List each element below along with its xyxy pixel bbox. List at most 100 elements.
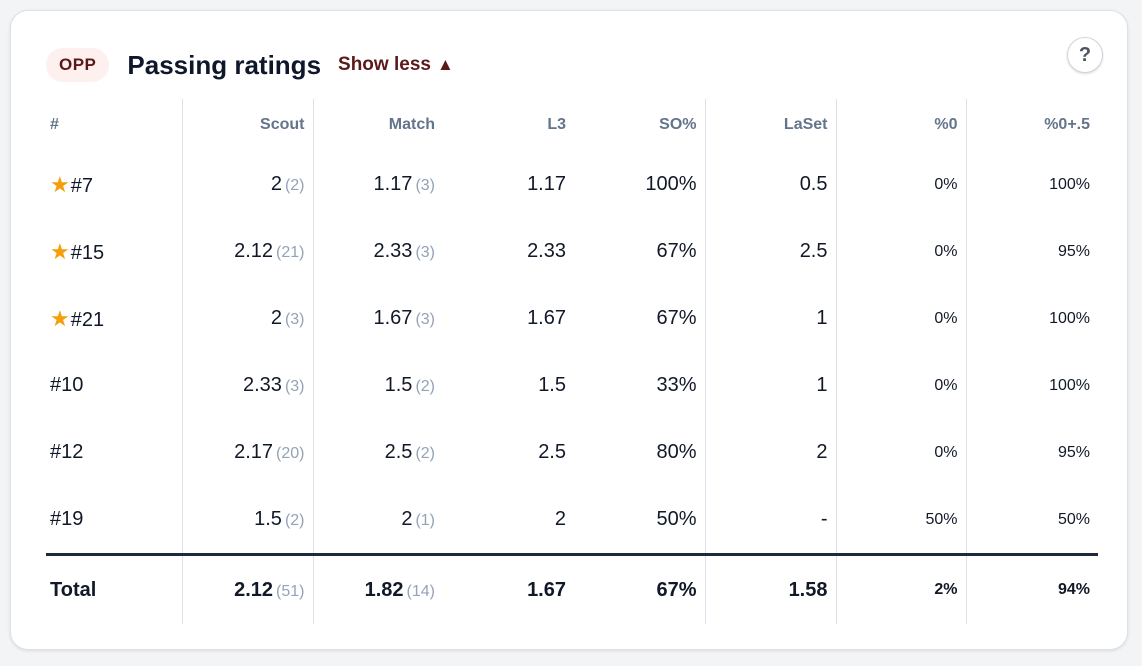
match-count: (3): [415, 244, 435, 261]
player-cell: ★#7: [46, 151, 182, 218]
table-header-row: # Scout Match L3 SO% LaSet %0 %0+.5: [46, 99, 1098, 151]
match-value: 2.33: [373, 240, 413, 262]
match-count: (3): [415, 311, 435, 328]
match-count: (2): [415, 378, 435, 395]
total-scout-value: 2.12: [234, 578, 274, 601]
table-row: ★#21 2 (3) 1.67 (3) 1.67 67% 1 0% 100%: [46, 285, 1098, 352]
player-number: #21: [70, 308, 105, 331]
laset-cell: -: [704, 486, 836, 555]
scout-cell: 2 (2): [181, 151, 313, 218]
so-cell: 67%: [656, 307, 697, 329]
player-cell: ★#21: [46, 285, 182, 352]
l3-cell: 1.5: [538, 374, 566, 396]
table-row: #12 2.17 (20) 2.5 (2) 2.5 80% 2 0% 95%: [46, 419, 1098, 486]
scout-count: (21): [276, 244, 305, 261]
total-scout-cell: 2.12 (51): [181, 553, 313, 624]
p05-cell: 95%: [965, 218, 1098, 285]
total-p0-cell: 2%: [835, 553, 966, 624]
show-less-toggle[interactable]: Show less ▲: [338, 54, 454, 76]
scout-value: 1.5: [254, 508, 282, 530]
show-less-label: Show less: [338, 54, 431, 75]
opp-badge: OPP: [46, 48, 110, 82]
p05-cell: 100%: [965, 285, 1098, 352]
total-p05-cell: 94%: [965, 553, 1098, 624]
match-count: (3): [415, 177, 435, 194]
scout-cell: 2.12 (21): [181, 218, 313, 285]
so-cell: 50%: [656, 508, 697, 530]
scout-value: 2: [270, 173, 282, 195]
star-icon: ★: [50, 238, 70, 264]
scout-cell: 2.17 (20): [181, 419, 313, 486]
l3-cell: 1.17: [527, 173, 566, 195]
star-icon: ★: [50, 305, 70, 331]
scout-count: (20): [276, 445, 305, 462]
scout-cell: 2.33 (3): [181, 352, 313, 419]
total-match-count: (14): [406, 582, 435, 600]
laset-cell: 1: [704, 352, 836, 419]
scout-count: (2): [284, 177, 305, 194]
p0-cell: 0%: [835, 285, 966, 352]
laset-cell: 0.5: [704, 151, 836, 218]
match-cell: 1.17 (3): [312, 151, 443, 218]
column-header-number[interactable]: #: [50, 116, 59, 133]
card-header: OPP Passing ratings Show less ▲: [46, 47, 454, 83]
match-cell: 2.33 (3): [312, 218, 443, 285]
column-header-p05[interactable]: %0+.5: [965, 99, 1098, 151]
so-cell: 80%: [656, 441, 697, 463]
total-row: Total 2.12 (51) 1.82 (14) 1.67 67% 1.58 2%…: [46, 553, 1098, 624]
scout-value: 2.17: [234, 441, 274, 463]
match-value: 2.5: [384, 441, 413, 463]
match-cell: 1.67 (3): [312, 285, 443, 352]
l3-cell: 2.33: [527, 240, 566, 262]
match-value: 1.5: [384, 374, 413, 396]
l3-cell: 2.5: [538, 441, 566, 463]
total-match-value: 1.82: [364, 578, 404, 601]
column-header-l3[interactable]: L3: [547, 116, 566, 133]
table-row: ★#15 2.12 (21) 2.33 (3) 2.33 67% 2.5 0% 95…: [46, 218, 1098, 285]
table-row: #19 1.5 (2) 2 (1) 2 50% - 50% 50%: [46, 486, 1098, 555]
passing-ratings-card: OPP Passing ratings Show less ▲ ? # Scou…: [10, 10, 1128, 650]
p05-cell: 100%: [965, 151, 1098, 218]
column-header-laset[interactable]: LaSet: [704, 99, 836, 151]
match-count: (1): [415, 512, 435, 529]
scout-cell: 1.5 (2): [181, 486, 313, 555]
match-count: (2): [415, 445, 435, 462]
p05-cell: 100%: [965, 352, 1098, 419]
match-value: 2: [401, 508, 413, 530]
player-number: #7: [70, 174, 93, 197]
player-cell: #12: [50, 441, 84, 463]
laset-cell: 2: [704, 419, 836, 486]
scout-value: 2.33: [243, 374, 282, 396]
p0-cell: 0%: [835, 419, 966, 486]
l3-cell: 1.67: [527, 307, 566, 329]
so-cell: 100%: [645, 173, 697, 195]
player-cell: #10: [50, 374, 84, 396]
laset-cell: 1: [704, 285, 836, 352]
l3-cell: 2: [554, 508, 566, 530]
scout-value: 2: [270, 307, 282, 329]
star-icon: ★: [50, 171, 70, 197]
column-header-so[interactable]: SO%: [659, 116, 697, 133]
ratings-table: # Scout Match L3 SO% LaSet %0 %0+.5 ★#7 …: [46, 99, 1098, 624]
player-number: #15: [70, 241, 105, 264]
help-button[interactable]: ?: [1067, 37, 1103, 73]
so-cell: 33%: [656, 374, 697, 396]
player-cell: #19: [50, 508, 84, 530]
p0-cell: 0%: [835, 218, 966, 285]
scout-cell: 2 (3): [181, 285, 313, 352]
column-header-match[interactable]: Match: [312, 99, 443, 151]
so-cell: 67%: [656, 240, 697, 262]
scout-count: (3): [284, 311, 305, 328]
total-match-cell: 1.82 (14): [312, 553, 443, 624]
match-value: 1.67: [373, 307, 413, 329]
column-header-p0[interactable]: %0: [835, 99, 966, 151]
table-row: ★#7 2 (2) 1.17 (3) 1.17 100% 0.5 0% 100%: [46, 151, 1098, 218]
card-title: Passing ratings: [127, 49, 322, 80]
p05-cell: 95%: [965, 419, 1098, 486]
scout-count: (2): [284, 512, 305, 529]
column-header-scout[interactable]: Scout: [181, 99, 313, 151]
match-value: 1.17: [373, 173, 413, 195]
triangle-up-icon: ▲: [436, 55, 454, 74]
p0-cell: 0%: [835, 352, 966, 419]
scout-count: (3): [284, 378, 305, 395]
